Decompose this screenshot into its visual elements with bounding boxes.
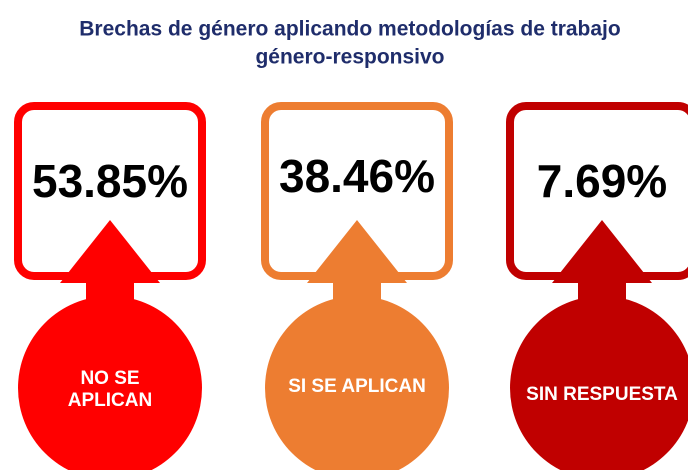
title-line: género-responsivo <box>255 46 444 69</box>
label-text: NO SE <box>80 368 139 389</box>
title-line: Brechas de género aplicando metodologías… <box>79 18 620 41</box>
label-circle <box>510 296 688 470</box>
label-circle <box>18 296 202 470</box>
arrow <box>60 220 160 320</box>
label-text: SI SE APLICAN <box>288 376 426 397</box>
arrow <box>552 220 652 320</box>
label-text: APLICAN <box>68 390 152 411</box>
label-text: SIN RESPUESTA <box>526 384 678 405</box>
value-text: 7.69% <box>537 155 667 207</box>
value-text: 53.85% <box>32 155 188 207</box>
arrow <box>307 220 407 320</box>
value-text: 38.46% <box>279 150 435 202</box>
label-circle <box>265 296 449 470</box>
